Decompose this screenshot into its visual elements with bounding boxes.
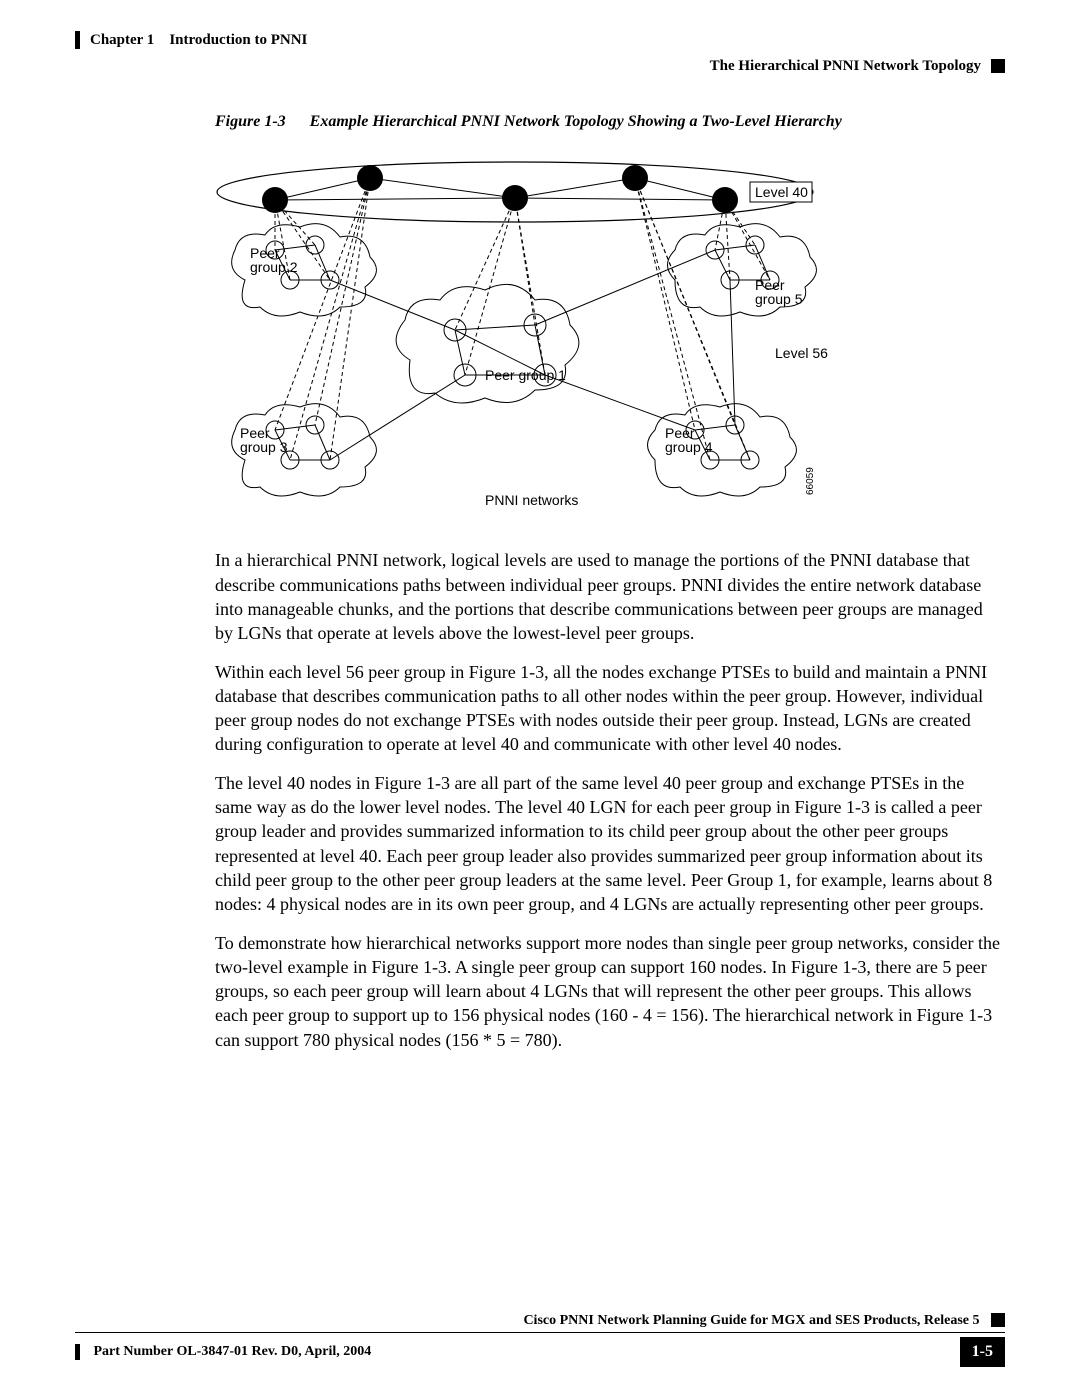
header-square-icon: [991, 59, 1005, 73]
label-pg1: Peer group 1: [485, 367, 566, 383]
header-top: Chapter 1 Introduction to PNNI: [75, 30, 1005, 50]
label-pg4: Peergroup 4: [665, 425, 713, 455]
topology-diagram: Level 40 Level 56 Peer group 1 Peergroup…: [215, 150, 835, 520]
footer-bar-icon: [75, 1344, 80, 1360]
header-bar-icon: [75, 31, 80, 49]
page-number-badge: 1-5: [960, 1337, 1005, 1367]
paragraph-3: The level 40 nodes in Figure 1-3 are all…: [215, 771, 1005, 917]
footer-part-number: Part Number OL-3847-01 Rev. D0, April, 2…: [75, 1343, 371, 1362]
label-pg2: Peergroup 2: [250, 245, 298, 275]
paragraph-4: To demonstrate how hierarchical networks…: [215, 931, 1005, 1052]
header-section: The Hierarchical PNNI Network Topology: [75, 56, 1005, 76]
section-title: The Hierarchical PNNI Network Topology: [710, 56, 981, 76]
label-pnni-networks: PNNI networks: [485, 492, 578, 508]
chapter-title: Introduction to PNNI: [169, 30, 307, 50]
chapter-label: Chapter 1: [90, 30, 154, 50]
figure-ref-number: 66059: [805, 467, 816, 495]
page-footer: Cisco PNNI Network Planning Guide for MG…: [75, 1312, 1005, 1367]
label-level40: Level 40: [755, 184, 808, 200]
footer-guide-title: Cisco PNNI Network Planning Guide for MG…: [75, 1312, 1005, 1331]
paragraph-1: In a hierarchical PNNI network, logical …: [215, 548, 1005, 645]
page-content: Chapter 1 Introduction to PNNI The Hiera…: [75, 30, 1005, 1066]
footer-divider: [75, 1332, 1005, 1333]
label-pg5: Peergroup 5: [755, 277, 803, 307]
body-text: In a hierarchical PNNI network, logical …: [215, 548, 1005, 1052]
figure-caption: Figure 1-3 Example Hierarchical PNNI Net…: [215, 111, 1005, 133]
label-level56: Level 56: [775, 345, 828, 361]
footer-square-icon: [991, 1313, 1005, 1327]
paragraph-2: Within each level 56 peer group in Figur…: [215, 660, 1005, 757]
figure-block: Figure 1-3 Example Hierarchical PNNI Net…: [215, 111, 1005, 549]
